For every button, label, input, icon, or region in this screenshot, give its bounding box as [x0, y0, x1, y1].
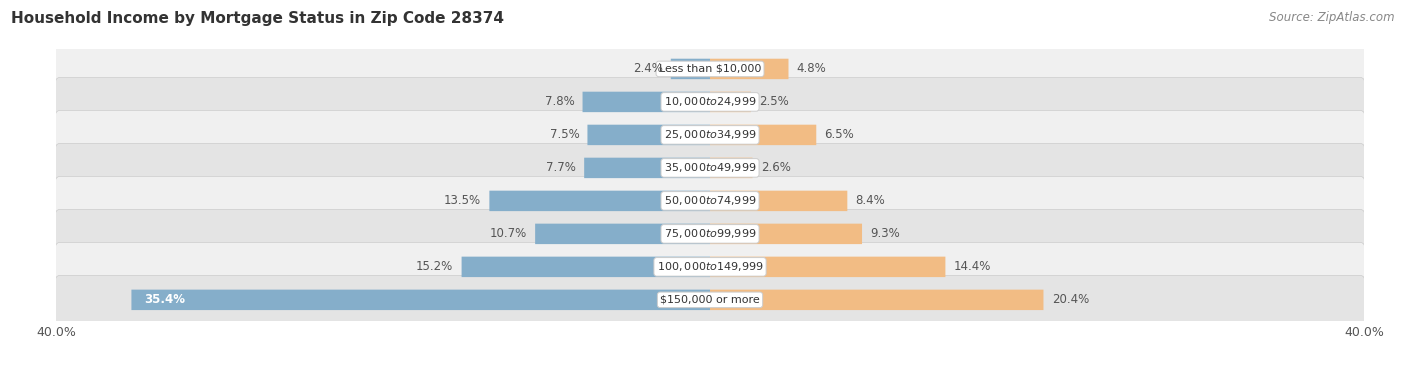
FancyBboxPatch shape [536, 224, 710, 244]
Text: 9.3%: 9.3% [870, 228, 900, 240]
Text: 14.4%: 14.4% [953, 260, 991, 273]
FancyBboxPatch shape [55, 144, 1365, 192]
FancyBboxPatch shape [55, 77, 1365, 126]
FancyBboxPatch shape [710, 158, 752, 178]
Text: 6.5%: 6.5% [824, 129, 855, 141]
FancyBboxPatch shape [671, 59, 710, 79]
FancyBboxPatch shape [489, 191, 710, 211]
Text: 2.5%: 2.5% [759, 95, 789, 108]
FancyBboxPatch shape [582, 92, 710, 112]
Text: $25,000 to $34,999: $25,000 to $34,999 [664, 129, 756, 141]
Text: 20.4%: 20.4% [1052, 293, 1088, 306]
Text: Less than $10,000: Less than $10,000 [659, 64, 761, 74]
Text: 4.8%: 4.8% [797, 62, 827, 76]
Text: 2.4%: 2.4% [633, 62, 662, 76]
FancyBboxPatch shape [131, 290, 710, 310]
FancyBboxPatch shape [461, 257, 710, 277]
FancyBboxPatch shape [55, 276, 1365, 324]
FancyBboxPatch shape [55, 209, 1365, 258]
Text: 8.4%: 8.4% [855, 194, 886, 208]
FancyBboxPatch shape [710, 224, 862, 244]
FancyBboxPatch shape [55, 242, 1365, 291]
Text: $100,000 to $149,999: $100,000 to $149,999 [657, 260, 763, 273]
FancyBboxPatch shape [55, 177, 1365, 225]
FancyBboxPatch shape [710, 59, 789, 79]
Text: $150,000 or more: $150,000 or more [661, 295, 759, 305]
FancyBboxPatch shape [55, 45, 1365, 93]
FancyBboxPatch shape [710, 290, 1043, 310]
Text: 7.8%: 7.8% [544, 95, 575, 108]
Text: 2.6%: 2.6% [761, 161, 790, 174]
Text: $35,000 to $49,999: $35,000 to $49,999 [664, 161, 756, 174]
Text: Source: ZipAtlas.com: Source: ZipAtlas.com [1270, 11, 1395, 24]
FancyBboxPatch shape [710, 92, 751, 112]
FancyBboxPatch shape [583, 158, 710, 178]
Text: 10.7%: 10.7% [489, 228, 527, 240]
Text: $10,000 to $24,999: $10,000 to $24,999 [664, 95, 756, 108]
FancyBboxPatch shape [55, 110, 1365, 159]
FancyBboxPatch shape [710, 125, 817, 145]
Text: $50,000 to $74,999: $50,000 to $74,999 [664, 194, 756, 208]
Text: 13.5%: 13.5% [444, 194, 481, 208]
FancyBboxPatch shape [710, 191, 848, 211]
Text: $75,000 to $99,999: $75,000 to $99,999 [664, 228, 756, 240]
FancyBboxPatch shape [588, 125, 710, 145]
Text: 7.7%: 7.7% [546, 161, 576, 174]
Text: 15.2%: 15.2% [416, 260, 453, 273]
Text: Household Income by Mortgage Status in Zip Code 28374: Household Income by Mortgage Status in Z… [11, 11, 505, 26]
Text: 7.5%: 7.5% [550, 129, 579, 141]
FancyBboxPatch shape [710, 257, 945, 277]
Text: 35.4%: 35.4% [145, 293, 186, 306]
